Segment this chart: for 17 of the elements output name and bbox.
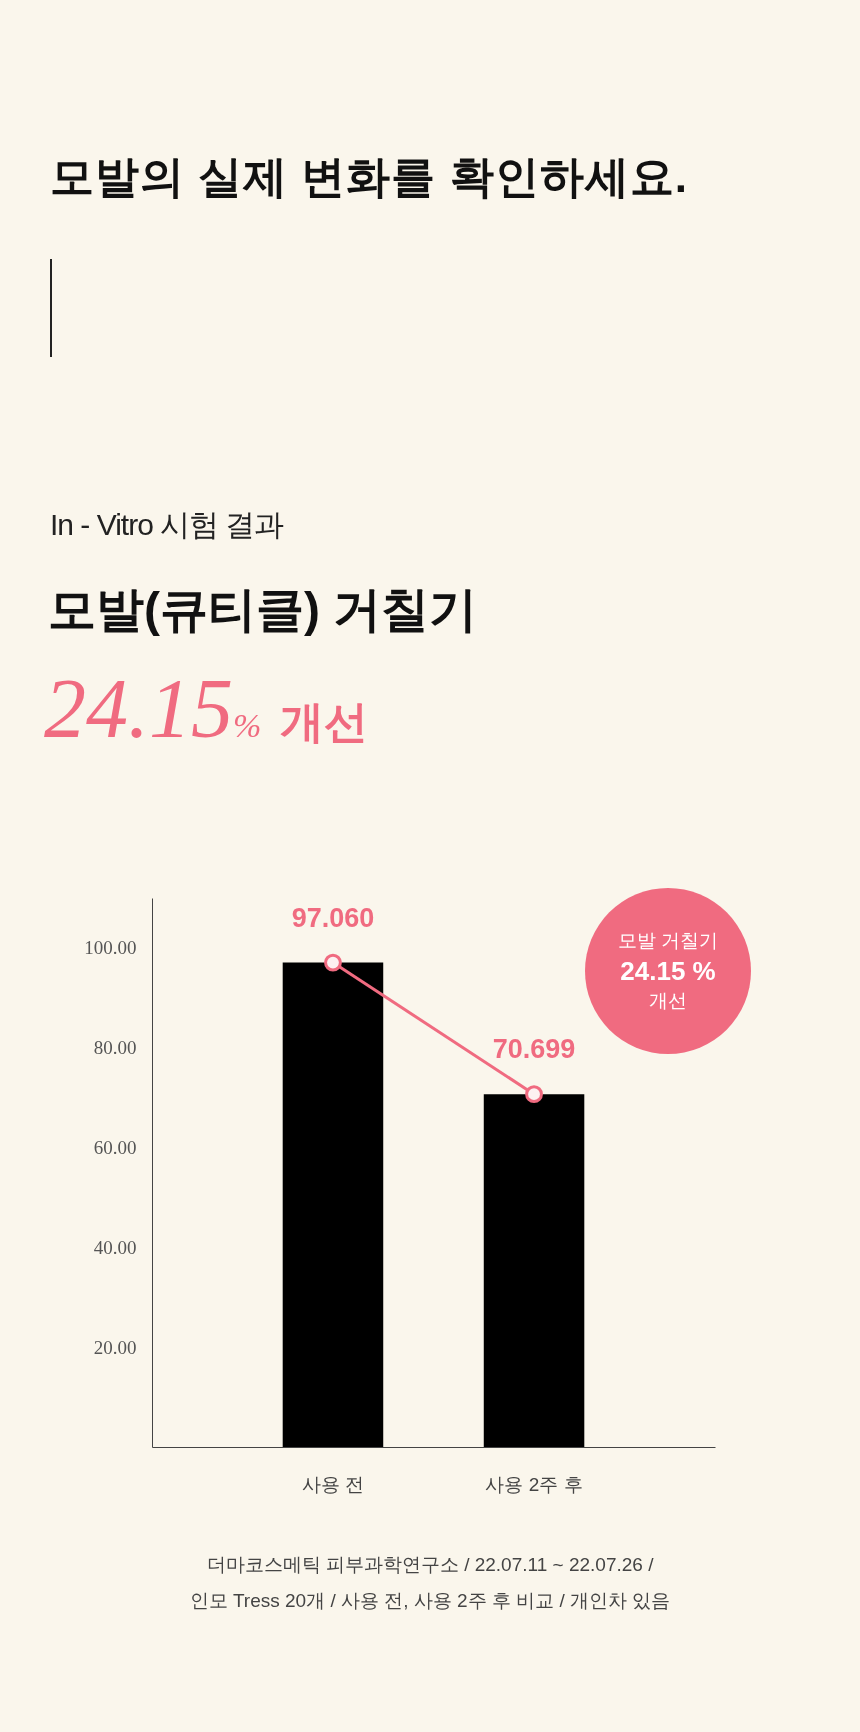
data-label: 70.699 (492, 1034, 576, 1065)
x-tick-label: 사용 2주 후 (485, 1473, 583, 1495)
annotation: 모발 거칠기 24.15 % 개선 (617, 929, 719, 1013)
badge-circle: 모발 거칠기 24.15 % 개선 (585, 888, 751, 1054)
y-tick-label: 60.00 (93, 1137, 137, 1159)
y-tick-label: 20.00 (93, 1336, 137, 1358)
text: 인모 Tress 20개 / 사용 전, 사용 2주 후 비교 / 개인차 있음 (188, 1589, 672, 1613)
y-tick-label: 80.00 (93, 1037, 137, 1059)
data-label: 97.060 (291, 902, 375, 933)
y-tick-label: 100.00 (84, 937, 137, 959)
chart-title: 모발의 실제 변화를 확인하세요. (50, 151, 688, 203)
text: 24.15% 개선 (44, 662, 368, 755)
text: 모발(큐티클) 거칠기 (48, 582, 478, 638)
x-tick-label: 사용 전 (301, 1473, 365, 1495)
chart-subtitle: In - Vitro 시험 결과 (50, 507, 284, 543)
y-tick-label: 40.00 (93, 1236, 137, 1258)
text: 더마코스메틱 피부과학연구소 / 22.07.11 ~ 22.07.26 / (205, 1553, 655, 1577)
